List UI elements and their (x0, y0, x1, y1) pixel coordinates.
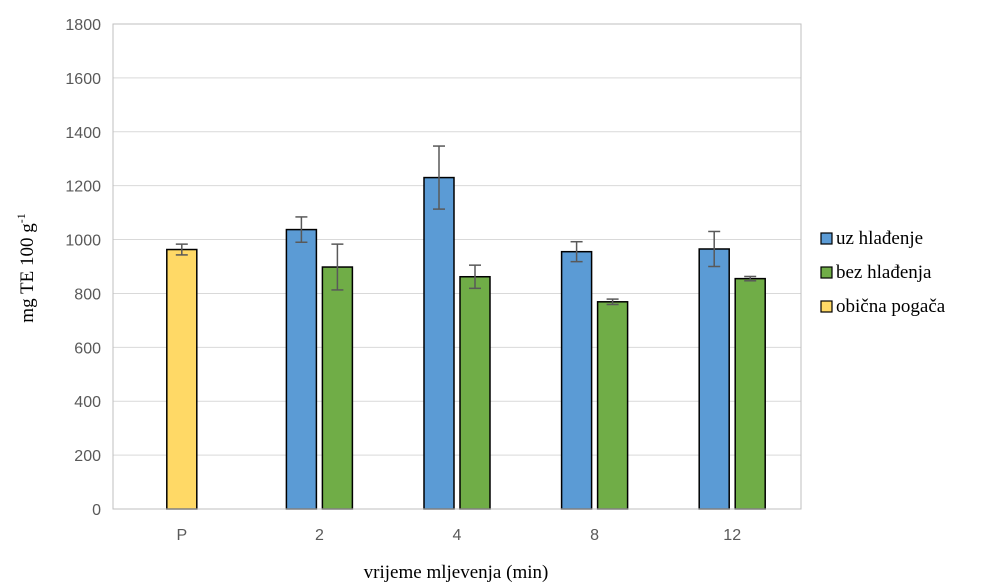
legend-swatch (820, 266, 833, 279)
bar (698, 248, 730, 510)
x-tick-label: P (176, 527, 187, 544)
y-axis-title: mg TE 100 g-1 (14, 213, 38, 322)
bars (166, 176, 766, 510)
y-tick-label: 200 (74, 448, 101, 465)
bar (285, 228, 318, 510)
plot-area-border (112, 23, 802, 510)
legend: uz hlađenje bez hlađenja obična pogača (820, 228, 946, 317)
gridlines (113, 77, 801, 456)
y-tick-label: 1800 (65, 17, 101, 34)
bar (166, 248, 198, 510)
legend-swatch (820, 232, 833, 245)
x-tick-label: 2 (315, 527, 324, 544)
bar (459, 275, 491, 510)
y-axis-ticks: 0 200 400 600 800 1000 1200 1400 1600 1800 (65, 17, 101, 519)
y-axis-title-superscript: -1 (14, 213, 28, 223)
bar (734, 277, 766, 510)
y-axis-title-main: mg TE 100 g (17, 223, 38, 323)
error-bars (175, 145, 757, 306)
y-tick-label: 1600 (65, 71, 101, 88)
legend-label: bez hlađenja (836, 262, 932, 283)
legend-label: uz hlađenje (836, 228, 923, 249)
x-tick-label: 4 (453, 527, 462, 544)
y-tick-label: 1400 (65, 125, 101, 142)
y-tick-label: 1200 (65, 179, 101, 196)
bar (321, 266, 354, 510)
y-tick-label: 0 (92, 502, 101, 519)
bar (423, 176, 455, 510)
legend-label: obična pogača (836, 296, 946, 317)
y-tick-label: 400 (74, 394, 101, 411)
y-tick-label: 1000 (65, 233, 101, 250)
x-axis-title: vrijeme mljevenja (min) (364, 562, 549, 583)
bar (596, 301, 629, 510)
bar (560, 250, 593, 510)
y-tick-label: 800 (74, 286, 101, 303)
legend-swatch (820, 300, 833, 313)
x-tick-label: 12 (723, 527, 741, 544)
y-tick-label: 600 (74, 340, 101, 357)
x-axis-ticks: P 2 4 8 12 (176, 527, 741, 544)
x-tick-label: 8 (590, 527, 599, 544)
